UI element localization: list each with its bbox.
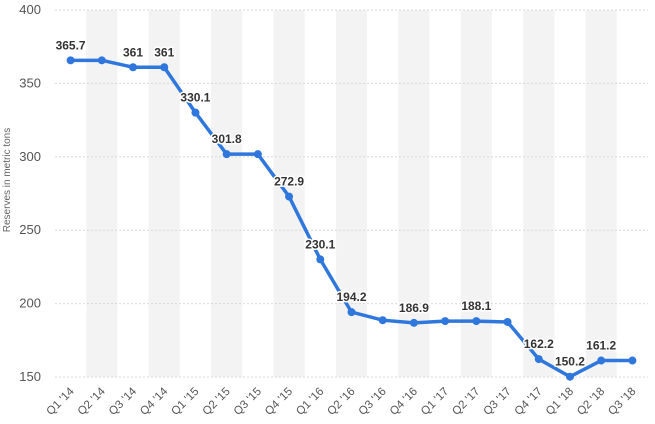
x-tick-label: Q3 '14: [107, 385, 140, 418]
y-tick-label: 300: [19, 149, 41, 164]
x-tick-label: Q2 '14: [76, 385, 109, 418]
y-axis-ticks: 150 200 250 300 350 400: [19, 2, 41, 384]
data-label: 365.7: [56, 38, 86, 52]
x-tick-label: Q2 '17: [450, 386, 482, 418]
data-point: [628, 356, 637, 365]
data-point: [66, 56, 75, 65]
x-tick-label: Q1 '18: [544, 386, 576, 418]
x-tick-label: Q2 '18: [575, 386, 607, 418]
y-tick-label: 350: [19, 75, 41, 90]
x-tick-label: Q1 '15: [169, 386, 201, 418]
data-label: 361: [154, 45, 174, 59]
y-tick-label: 200: [19, 296, 41, 311]
data-label: 162.2: [524, 337, 554, 351]
background-band: [585, 10, 617, 377]
background-band: [523, 10, 555, 377]
data-point: [97, 56, 106, 65]
background-band: [335, 10, 368, 377]
data-point: [503, 317, 512, 326]
data-point: [253, 150, 262, 159]
x-tick-label: Q2 '15: [201, 386, 233, 418]
data-point: [409, 318, 418, 327]
data-label: 301.8: [212, 132, 242, 146]
background-band: [398, 10, 430, 377]
x-tick-label: Q4 '17: [513, 386, 545, 418]
data-label: 361: [123, 45, 143, 59]
background-band: [86, 10, 118, 377]
data-label: 194.2: [336, 290, 366, 304]
x-axis-ticks: Q1 '14 Q2 '14 Q3 '14 Q4 '14 Q1 '15 Q2 '15 Q3 '…: [45, 385, 639, 418]
data-label: 186.9: [399, 301, 429, 315]
x-tick-label: Q4 '15: [263, 386, 295, 418]
y-tick-label: 150: [19, 369, 41, 384]
background-band: [460, 10, 492, 377]
data-point: [129, 63, 138, 72]
data-points: [66, 56, 637, 381]
data-point: [316, 255, 325, 264]
data-point: [534, 355, 543, 364]
y-tick-label: 250: [19, 222, 41, 237]
x-tick-label: Q1 '14: [45, 385, 78, 418]
data-label: 330.1: [180, 91, 210, 105]
data-point: [191, 108, 200, 117]
x-tick-label: Q1 '16: [294, 386, 326, 418]
data-point: [347, 308, 356, 317]
x-tick-label: Q4 '14: [138, 385, 171, 418]
data-point: [472, 317, 481, 326]
data-point: [441, 317, 450, 326]
data-label: 161.2: [586, 339, 616, 353]
data-point: [378, 316, 387, 325]
data-label: 230.1: [305, 237, 335, 251]
gridlines: [55, 9, 648, 378]
data-label: 188.1: [461, 299, 491, 313]
data-point: [160, 63, 169, 72]
data-point: [565, 372, 574, 381]
x-tick-label: Q4 '16: [388, 386, 420, 418]
x-tick-label: Q2 '16: [325, 386, 357, 418]
data-point: [285, 192, 294, 201]
x-tick-label: Q3 '15: [232, 386, 264, 418]
data-point: [597, 356, 606, 365]
y-axis-label: Reserves in metric tons: [2, 128, 13, 232]
x-tick-label: Q3 '17: [481, 386, 513, 418]
data-label: 272.9: [274, 175, 304, 189]
x-tick-label: Q3 '18: [606, 386, 638, 418]
background-band: [211, 10, 243, 377]
data-labels: 365.7 361 361 330.1 301.8 272.9 230.1 194.2 186.…: [54, 37, 618, 370]
x-tick-label: Q1 '17: [419, 386, 451, 418]
data-point: [222, 150, 231, 159]
y-tick-label: 400: [19, 2, 41, 17]
data-label: 150.2: [555, 355, 585, 369]
x-tick-label: Q3 '16: [357, 386, 389, 418]
